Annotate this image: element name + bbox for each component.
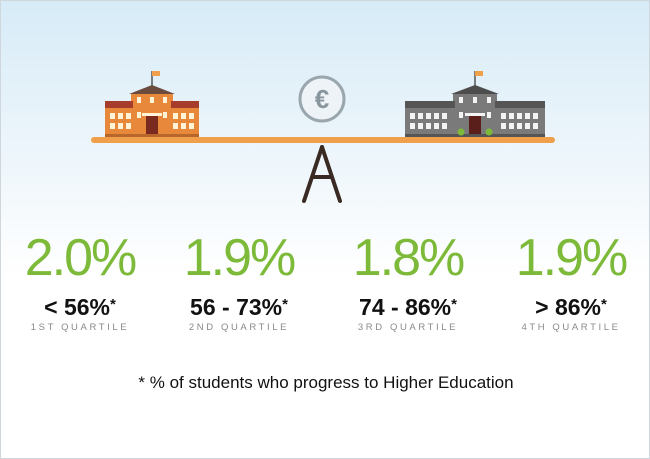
stat-value: 1.8% — [352, 229, 466, 287]
stat-range: 74 - 86%* — [359, 294, 457, 320]
stat-quartile-2: 1.9% 56 - 73%* 2ND QUARTILE — [164, 227, 314, 334]
stat-value: 1.9% — [515, 229, 629, 287]
stat-quartile-label: 4TH QUARTILE — [521, 322, 621, 333]
svg-text:€: € — [315, 84, 329, 114]
stat-value: 1.9% — [183, 229, 297, 287]
stat-quartile-label: 2ND QUARTILE — [188, 322, 290, 333]
stat-quartile-1: 2.0% < 56%* 1ST QUARTILE — [5, 227, 155, 334]
footnote: * % of students who progress to Higher E… — [138, 373, 514, 392]
seesaw-beam — [91, 137, 555, 143]
stat-quartile-3: 1.8% 74 - 86%* 3RD QUARTILE — [333, 227, 483, 334]
stat-quartile-4: 1.9% > 86%* 4TH QUARTILE — [496, 227, 646, 334]
gray-school-icon — [405, 71, 545, 137]
stat-quartile-label: 1ST QUARTILE — [30, 322, 130, 333]
stat-range: > 86%* — [535, 294, 607, 320]
seesaw-fulcrum — [302, 145, 342, 203]
orange-school-icon — [105, 71, 199, 137]
stat-value: 2.0% — [24, 229, 138, 287]
stat-quartile-label: 3RD QUARTILE — [357, 322, 459, 333]
seesaw-illustration: € — [91, 71, 555, 203]
stat-range: 56 - 73%* — [190, 294, 288, 320]
stat-range: < 56%* — [44, 294, 116, 320]
euro-coin-icon: € — [298, 75, 346, 123]
